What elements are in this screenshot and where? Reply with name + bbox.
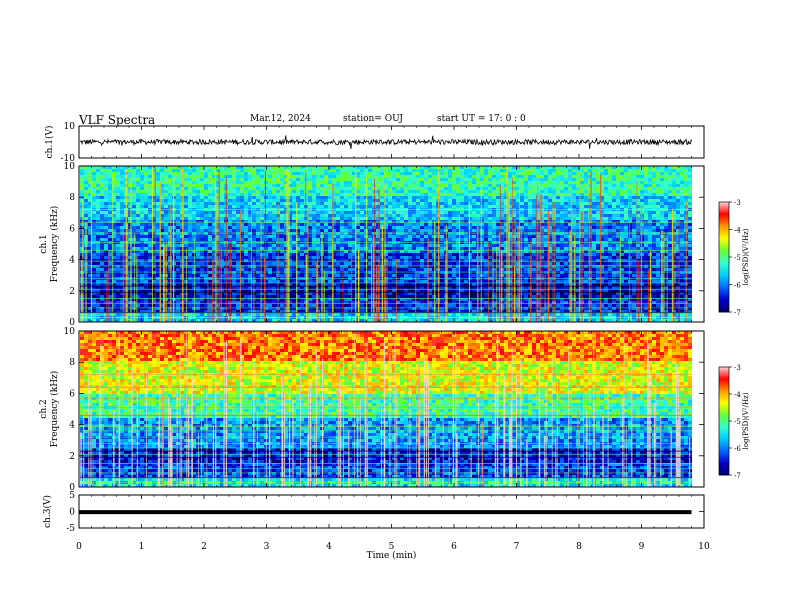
y-tick-label: 2 [69,452,75,462]
x-tick-label: 4 [326,542,332,552]
start-time-label: start UT = 17: 0 : 0 [437,114,526,124]
x-tick-label: 6 [451,542,457,552]
y-tick-label: 2 [69,287,75,297]
ch2-spectrogram [80,331,704,487]
date-label: Mar.12, 2024 [250,114,311,124]
y-tick-label: 8 [69,358,75,368]
colorbar-tick-label: -6 [734,282,741,290]
ch1-colorbar-label: log(PSD)(V²/Hz) [742,228,750,285]
colorbar-tick-label: -6 [734,445,741,453]
y-tick-label: -10 [61,154,76,164]
y-tick-label: 0 [69,318,75,328]
ch2-colorbar-label: log(PSD)(V²/Hz) [742,392,750,449]
x-tick-label: 9 [639,542,645,552]
ch1-wave-ylabel: ch.1(V) [44,126,55,159]
ch2-freq-label: Frequency (kHz) [49,371,60,448]
y-tick-label: 10 [64,162,76,172]
x-tick-label: 1 [139,542,145,552]
x-tick-label: 5 [389,542,395,552]
chart-title: VLF Spectra [79,113,156,127]
ch1-freq-label: Frequency (kHz) [49,206,60,283]
ch1-channel-label: ch.1 [39,234,49,253]
y-tick-label: 4 [69,256,75,266]
y-tick-label: 0 [69,483,75,493]
colorbar-tick-label: -3 [734,364,741,372]
ch2-channel-label: ch.2 [39,399,49,418]
colorbar-tick-label: -5 [734,254,741,262]
ch3-wave-ylabel: ch.3(V) [42,495,53,528]
y-tick-label: 5 [69,491,75,501]
colorbar-tick-label: -7 [734,472,741,480]
x-tick-label: 3 [264,542,270,552]
y-tick-label: 8 [69,193,75,203]
station-label: station= OUJ [343,114,404,124]
y-tick-label: 10 [64,122,76,132]
x-tick-label: 10 [698,542,710,552]
colorbar-tick-label: -7 [734,309,741,317]
x-tick-label: 0 [76,542,82,552]
colorbar-tick-label: -3 [734,199,741,207]
colorbar-tick-label: -5 [734,418,741,426]
ch1-colorbar [719,202,729,313]
x-tick-label: 7 [514,542,520,552]
ch2-colorbar [719,367,729,476]
x-tick-label: 2 [201,542,207,552]
colorbar-tick-label: -4 [734,227,741,235]
ch1-spectrogram [80,166,704,322]
y-tick-label: 6 [69,389,75,399]
y-tick-label: 0 [69,508,75,518]
y-tick-label: 4 [69,421,75,431]
y-tick-label: 6 [69,224,75,234]
ch1-waveform [79,135,693,150]
y-tick-label: -5 [66,524,75,534]
x-axis-label: Time (min) [367,550,417,561]
colorbar-tick-label: -4 [734,391,741,399]
y-tick-label: 10 [64,327,76,337]
x-tick-label: 8 [576,542,582,552]
